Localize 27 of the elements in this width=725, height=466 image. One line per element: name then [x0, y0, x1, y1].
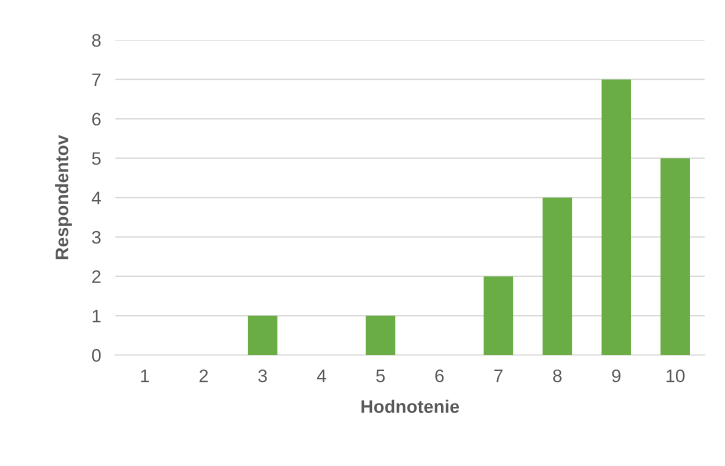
y-tick-label: 7 [92, 74, 100, 86]
bar [602, 79, 632, 356]
x-tick-label: 3 [258, 369, 267, 382]
bar [248, 316, 278, 356]
x-tick-label: 1 [141, 370, 149, 382]
x-axis-title: Hodnotenie [362, 400, 460, 413]
y-tick-label: 2 [92, 270, 100, 283]
bar [542, 198, 572, 356]
y-tick-label: 6 [92, 112, 101, 126]
x-tick-label: 9 [612, 369, 620, 382]
y-axis-title: Respondentov [55, 134, 72, 260]
y-tick-label: 0 [92, 349, 101, 362]
y-tick-label: 1 [92, 310, 101, 322]
x-tick-label: 5 [376, 370, 385, 382]
y-tick-label: 3 [92, 230, 101, 244]
x-tick-label: 2 [200, 369, 208, 382]
y-tick-label: 5 [92, 152, 101, 165]
x-tick-label: 8 [553, 369, 562, 382]
x-tick-label: 7 [494, 370, 503, 382]
bar [660, 158, 690, 356]
y-tick-label: 4 [92, 192, 101, 204]
x-tick-label: 10 [666, 369, 685, 382]
y-tick-label: 8 [92, 34, 101, 47]
x-tick-label: 4 [316, 370, 326, 382]
bar [484, 276, 514, 356]
x-tick-label: 6 [435, 369, 444, 382]
bar [366, 316, 396, 356]
